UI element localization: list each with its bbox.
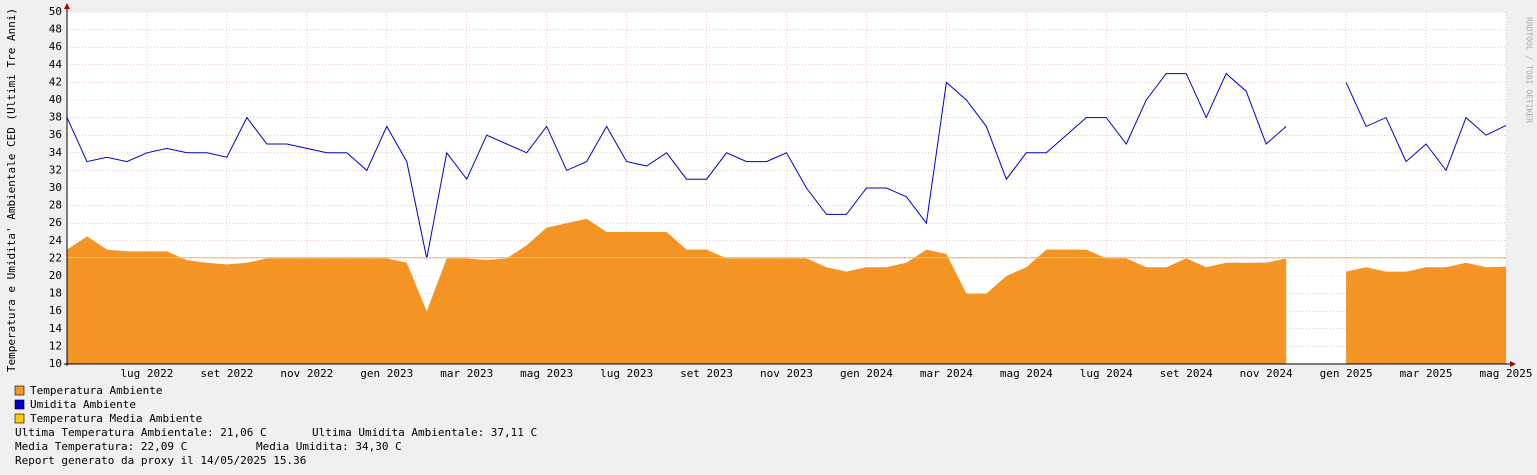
y-tick-label: 20	[49, 269, 62, 282]
y-tick-label: 30	[49, 181, 62, 194]
x-tick-label: gen 2025	[1320, 367, 1373, 380]
x-tick-label: lug 2023	[600, 367, 653, 380]
y-tick-label: 48	[49, 23, 62, 36]
humidity-line	[66, 72, 1287, 259]
y-tick-label: 40	[49, 93, 62, 106]
y-tick-label: 14	[49, 322, 63, 335]
y-tick-label: 10	[49, 357, 62, 370]
temperature-area	[67, 218, 1287, 364]
y-tick-label: 34	[49, 146, 63, 159]
y-tick-label: 42	[49, 75, 62, 88]
y-tick-label: 26	[49, 216, 62, 229]
x-tick-label: mag 2025	[1480, 367, 1533, 380]
x-tick-label: lug 2024	[1080, 367, 1133, 380]
y-tick-label: 38	[49, 111, 62, 124]
x-tick-label: nov 2024	[1240, 367, 1293, 380]
axis-arrow	[1510, 361, 1516, 367]
x-tick-label: set 2022	[200, 367, 253, 380]
stat-text: Ultima Temperatura Ambientale: 21,06 C	[15, 426, 267, 439]
y-tick-label: 12	[49, 339, 62, 352]
x-tick-label: mar 2025	[1400, 367, 1453, 380]
stat-text: Ultima Umidita Ambientale: 37,11 C	[312, 426, 537, 439]
y-tick-label: 50	[49, 5, 62, 18]
y-tick-label: 44	[49, 58, 63, 71]
footer: Report generato da proxy il 14/05/2025 1…	[15, 454, 306, 467]
y-tick-label: 16	[49, 304, 62, 317]
y-tick-label: 22	[49, 251, 62, 264]
legend-swatch	[14, 385, 25, 396]
axis-arrow	[64, 3, 70, 9]
stat-text: Media Umidita: 34,30 C	[256, 440, 402, 453]
x-tick-label: gen 2024	[840, 367, 893, 380]
x-tick-label: mar 2023	[440, 367, 493, 380]
y-tick-label: 36	[49, 128, 62, 141]
x-tick-label: mag 2024	[1000, 367, 1053, 380]
humidity-line	[1345, 82, 1507, 172]
x-tick-label: mar 2024	[920, 367, 973, 380]
x-tick-label: nov 2022	[280, 367, 333, 380]
watermark: RRDTOOL / TOBI OETIKER	[1525, 17, 1534, 123]
x-tick-label: lug 2022	[120, 367, 173, 380]
legend-label: Temperatura Ambiente	[30, 384, 162, 397]
legend-swatch	[14, 399, 25, 410]
stat-text: Media Temperatura: 22,09 C	[15, 440, 187, 453]
x-tick-label: set 2024	[1160, 367, 1213, 380]
temperature-area	[1346, 262, 1506, 364]
y-tick-label: 24	[49, 234, 63, 247]
y-tick-label: 46	[49, 40, 62, 53]
x-tick-label: gen 2023	[360, 367, 413, 380]
legend-swatch	[14, 413, 25, 424]
y-tick-label: 32	[49, 163, 62, 176]
x-tick-label: mag 2023	[520, 367, 573, 380]
y-tick-label: 28	[49, 199, 62, 212]
x-tick-label: nov 2023	[760, 367, 813, 380]
x-tick-label: set 2023	[680, 367, 733, 380]
legend-label: Temperatura Media Ambiente	[30, 412, 202, 425]
y-axis-label: Temperatura e Umidita' Ambientale CED (U…	[5, 8, 18, 372]
y-tick-label: 18	[49, 287, 62, 300]
legend-label: Umidita Ambiente	[30, 398, 136, 411]
